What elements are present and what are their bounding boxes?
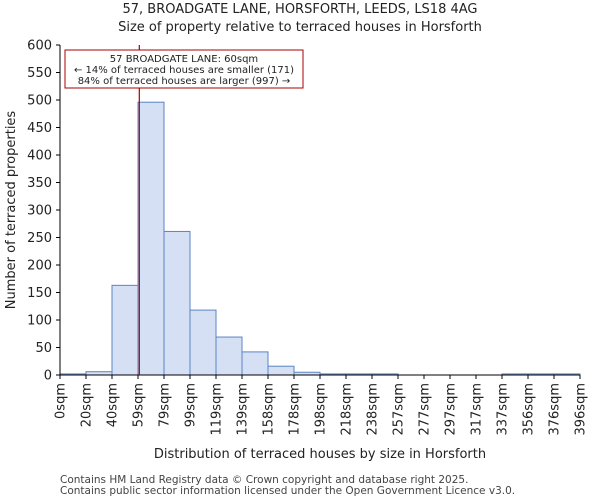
y-tick-label: 550	[27, 66, 52, 81]
x-axis-label: Distribution of terraced houses by size …	[154, 447, 486, 462]
x-tick-label: 20sqm	[80, 383, 95, 427]
y-tick-label: 150	[27, 286, 52, 301]
x-tick-label: 79sqm	[158, 383, 173, 427]
y-tick-label: 350	[27, 176, 52, 191]
x-tick-label: 277sqm	[418, 383, 433, 436]
annotation-title: 57 BROADGATE LANE: 60sqm	[110, 54, 258, 65]
histogram-bar	[241, 351, 269, 376]
x-tick-label: 257sqm	[392, 383, 407, 436]
x-tick-label: 317sqm	[470, 383, 485, 436]
x-tick-label: 59sqm	[132, 383, 147, 427]
y-tick-label: 600	[27, 39, 52, 54]
x-tick-label: 297sqm	[444, 383, 459, 436]
x-tick-label: 119sqm	[210, 383, 225, 436]
x-tick-label: 158sqm	[262, 383, 277, 436]
x-tick-label: 40sqm	[106, 383, 121, 427]
x-tick-label: 178sqm	[288, 383, 303, 436]
histogram-bar	[111, 284, 139, 376]
chart-subtitle: Size of property relative to terraced ho…	[118, 20, 482, 35]
x-tick-label: 238sqm	[366, 383, 381, 436]
annotation-box	[64, 49, 304, 89]
histogram-bar	[215, 336, 243, 376]
y-axis-label: Number of terraced properties	[4, 111, 19, 310]
y-tick-label: 450	[27, 121, 52, 136]
histogram-bar	[189, 309, 217, 376]
footer-line-2: Contains public sector information licen…	[60, 485, 516, 497]
histogram-chart: 0 50 100 150 200 250 300 350 400 450 500 550 600 0sqm…	[4, 39, 589, 463]
footer-line-1: Contains HM Land Registry data © Crown c…	[60, 474, 469, 486]
x-tick-label: 198sqm	[314, 383, 329, 436]
x-tick-label: 218sqm	[340, 383, 355, 436]
histogram-bar	[137, 101, 165, 376]
histogram-bar	[163, 230, 191, 376]
y-tick-label: 300	[27, 204, 52, 219]
x-tick-label: 356sqm	[522, 383, 537, 436]
annotation-larger: 84% of terraced houses are larger (997) …	[78, 76, 291, 87]
y-tick-label: 200	[27, 259, 52, 274]
histogram-bar	[267, 365, 295, 376]
x-tick-label: 396sqm	[574, 383, 589, 436]
y-tick-label: 250	[27, 231, 52, 246]
y-tick-label: 400	[27, 149, 52, 164]
x-tick-label: 99sqm	[184, 383, 199, 427]
x-tick-label: 376sqm	[548, 383, 563, 436]
x-tick-label: 139sqm	[236, 383, 251, 436]
x-tick-label: 0sqm	[54, 383, 69, 419]
x-tick-label: 337sqm	[496, 383, 511, 436]
chart-title: 57, BROADGATE LANE, HORSFORTH, LEEDS, LS…	[122, 2, 478, 17]
annotation-smaller: ← 14% of terraced houses are smaller (17…	[74, 65, 294, 76]
y-tick-label: 0	[44, 369, 52, 384]
y-tick-label: 500	[27, 94, 52, 109]
y-tick-label: 50	[35, 341, 52, 356]
y-tick-label: 100	[27, 314, 52, 329]
